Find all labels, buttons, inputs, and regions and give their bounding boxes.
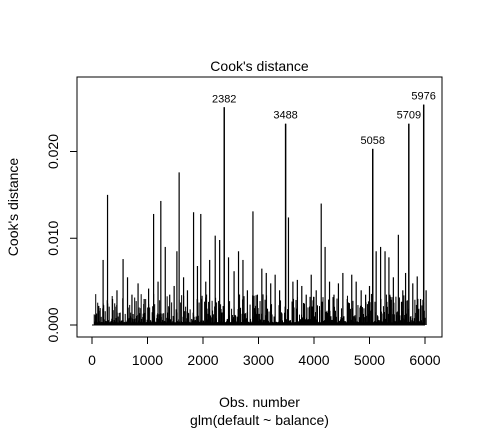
y-axis: 0.000 0.010 0.020 (45, 134, 78, 343)
x-tick-label: 0 (88, 352, 96, 368)
outlier-label: 2382 (212, 93, 236, 105)
x-tick-label: 2000 (187, 352, 218, 368)
y-tick-label: 0.020 (45, 134, 61, 169)
x-tick-label: 6000 (409, 352, 440, 368)
y-tick-label: 0.000 (45, 307, 61, 342)
outlier-labels: 2382 3488 5058 5709 5976 (212, 91, 436, 147)
chart-subtitle: glm(default ~ balance) (190, 412, 329, 428)
y-tick-label: 0.010 (45, 221, 61, 256)
x-axis: 0 1000 2000 3000 4000 5000 6000 (88, 336, 441, 368)
x-tick-label: 5000 (354, 352, 385, 368)
x-tick-label: 1000 (132, 352, 163, 368)
x-tick-label: 4000 (298, 352, 329, 368)
x-tick-label: 3000 (243, 352, 274, 368)
outlier-label: 3488 (273, 110, 297, 122)
x-axis-label: Obs. number (219, 394, 300, 410)
spike-series (92, 104, 427, 326)
y-axis-label: Cook's distance (5, 158, 21, 257)
outlier-label: 5709 (397, 110, 421, 122)
chart-title: Cook's distance (210, 58, 309, 74)
outlier-label: 5976 (411, 91, 435, 103)
outlier-label: 5058 (360, 135, 384, 147)
